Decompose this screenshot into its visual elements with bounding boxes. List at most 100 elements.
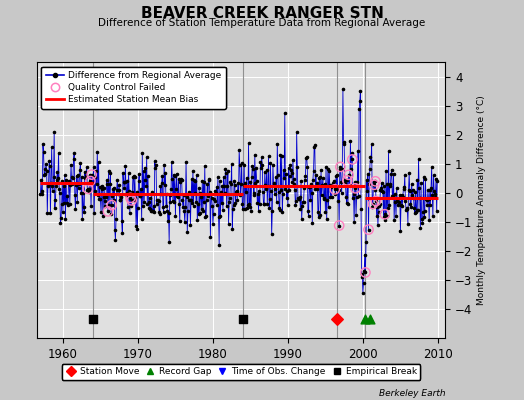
Point [293, 164, 301, 170]
Point [182, 159, 190, 165]
Point [351, 185, 359, 192]
Point [312, 172, 320, 178]
Point [414, 206, 422, 213]
Point [170, 199, 178, 205]
Point [105, 202, 113, 208]
Point [144, 173, 152, 179]
Point [116, 197, 124, 203]
Point [348, 156, 356, 163]
Point [350, 191, 358, 198]
Point [233, 196, 242, 203]
Legend: Station Move, Record Gap, Time of Obs. Change, Empirical Break: Station Move, Record Gap, Time of Obs. C… [62, 364, 420, 380]
Point [317, 167, 325, 174]
Point [156, 183, 165, 190]
Point [79, 204, 88, 210]
Point [94, 192, 102, 198]
Point [283, 188, 291, 194]
Point [227, 180, 235, 187]
Point [340, 141, 348, 147]
Point [187, 196, 195, 203]
Point [241, 206, 249, 212]
Point [60, 200, 68, 207]
Point [322, 164, 330, 170]
Point [181, 219, 189, 226]
Point [179, 192, 188, 198]
Point [390, 191, 399, 197]
Point [275, 204, 283, 211]
Point [53, 169, 61, 175]
Point [418, 220, 427, 226]
Point [143, 154, 151, 160]
Point [354, 148, 362, 154]
Point [422, 196, 430, 203]
Point [132, 222, 140, 229]
Point [234, 191, 243, 197]
Point [407, 204, 415, 211]
Point [171, 213, 180, 219]
Point [234, 179, 242, 186]
Point [367, 158, 375, 164]
Point [188, 200, 196, 206]
Point [74, 185, 83, 192]
Point [433, 178, 441, 184]
Point [239, 316, 247, 322]
Point [347, 166, 355, 172]
Point [175, 201, 183, 207]
Point [432, 176, 440, 182]
Point [41, 165, 50, 172]
Point [149, 208, 157, 214]
Point [155, 198, 163, 205]
Point [396, 228, 405, 234]
Point [250, 192, 258, 198]
Point [62, 177, 70, 183]
Point [196, 190, 204, 196]
Point [159, 203, 167, 210]
Point [90, 210, 99, 216]
Point [257, 165, 265, 171]
Point [69, 175, 77, 182]
Point [228, 226, 236, 232]
Point [223, 203, 231, 210]
Point [121, 163, 129, 169]
Point [294, 196, 303, 202]
Point [114, 190, 122, 197]
Point [179, 204, 187, 210]
Point [211, 197, 219, 204]
Point [46, 162, 54, 169]
Point [212, 190, 220, 196]
Point [64, 178, 73, 184]
Point [129, 173, 138, 179]
Point [381, 217, 390, 224]
Point [325, 182, 334, 188]
Point [77, 190, 85, 196]
Point [42, 161, 50, 167]
Point [361, 269, 369, 276]
Point [272, 199, 281, 206]
Point [316, 212, 324, 218]
Point [394, 202, 402, 209]
Point [231, 200, 239, 206]
Point [251, 180, 259, 186]
Point [45, 158, 53, 164]
Point [86, 178, 95, 184]
Point [374, 222, 382, 228]
Point [352, 211, 360, 218]
Point [376, 201, 384, 207]
Point [139, 203, 147, 210]
Point [331, 186, 339, 192]
Point [195, 210, 204, 216]
Point [266, 196, 274, 202]
Point [328, 183, 336, 189]
Point [366, 154, 375, 160]
Point [413, 177, 421, 183]
Point [355, 106, 363, 112]
Point [148, 208, 157, 214]
Point [227, 161, 236, 168]
Point [193, 217, 202, 223]
Point [427, 185, 435, 191]
Point [161, 170, 170, 176]
Point [253, 178, 261, 184]
Point [178, 196, 187, 203]
Point [383, 212, 391, 219]
Point [398, 192, 406, 198]
